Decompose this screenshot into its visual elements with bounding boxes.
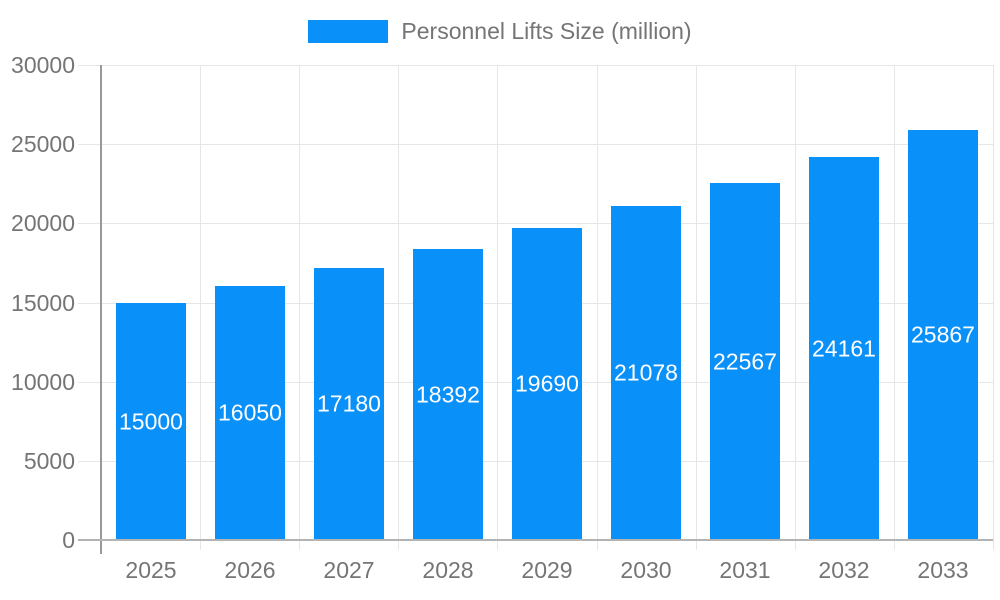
h-gridline bbox=[78, 65, 993, 66]
bar-value-label: 25867 bbox=[911, 321, 975, 348]
legend-label: Personnel Lifts Size (million) bbox=[401, 18, 692, 44]
y-tick-label: 0 bbox=[62, 527, 75, 553]
bar[interactable]: 16050 bbox=[215, 286, 285, 540]
bar[interactable]: 19690 bbox=[512, 228, 582, 540]
v-gridline bbox=[597, 65, 598, 550]
y-tick-label: 10000 bbox=[11, 369, 75, 395]
v-gridline bbox=[894, 65, 895, 550]
h-gridline bbox=[78, 144, 993, 145]
y-tick-label: 20000 bbox=[11, 210, 75, 236]
bar-value-label: 15000 bbox=[119, 408, 183, 435]
chart-legend[interactable]: Personnel Lifts Size (million) bbox=[0, 20, 1000, 43]
x-tick-label: 2028 bbox=[422, 557, 474, 583]
x-tick-label: 2032 bbox=[818, 557, 870, 583]
v-gridline bbox=[398, 65, 399, 550]
bar-value-label: 19690 bbox=[515, 370, 579, 397]
x-tick-label: 2026 bbox=[224, 557, 276, 583]
v-gridline bbox=[696, 65, 697, 550]
v-gridline bbox=[497, 65, 498, 550]
bar[interactable]: 18392 bbox=[413, 249, 483, 540]
y-tick-label: 15000 bbox=[11, 290, 75, 316]
h-gridline bbox=[78, 223, 993, 224]
bar[interactable]: 22567 bbox=[710, 183, 780, 540]
x-tick-label: 2025 bbox=[125, 557, 177, 583]
x-tick-label: 2029 bbox=[521, 557, 573, 583]
y-axis-line bbox=[100, 65, 102, 554]
y-tick-label: 25000 bbox=[11, 131, 75, 157]
v-gridline bbox=[200, 65, 201, 550]
legend-swatch bbox=[308, 20, 389, 43]
bar[interactable]: 17180 bbox=[314, 268, 384, 540]
bar[interactable]: 15000 bbox=[116, 303, 186, 541]
x-tick-label: 2030 bbox=[620, 557, 672, 583]
x-tick-label: 2027 bbox=[323, 557, 375, 583]
bar[interactable]: 25867 bbox=[908, 130, 978, 540]
v-gridline bbox=[299, 65, 300, 550]
bar-value-label: 21078 bbox=[614, 359, 678, 386]
bar-value-label: 24161 bbox=[812, 335, 876, 361]
bar-value-label: 18392 bbox=[416, 381, 480, 407]
bar-value-label: 17180 bbox=[317, 390, 381, 417]
y-tick-label: 5000 bbox=[23, 448, 75, 474]
x-tick-label: 2033 bbox=[917, 557, 969, 583]
v-gridline bbox=[993, 65, 994, 550]
bar-value-label: 16050 bbox=[218, 399, 282, 426]
v-gridline bbox=[795, 65, 796, 550]
x-axis-line bbox=[78, 539, 993, 541]
bar[interactable]: 21078 bbox=[611, 206, 681, 540]
bar[interactable]: 24161 bbox=[809, 157, 879, 540]
y-tick-label: 30000 bbox=[11, 52, 75, 78]
x-tick-label: 2031 bbox=[719, 557, 771, 583]
bar-value-label: 22567 bbox=[713, 348, 777, 374]
